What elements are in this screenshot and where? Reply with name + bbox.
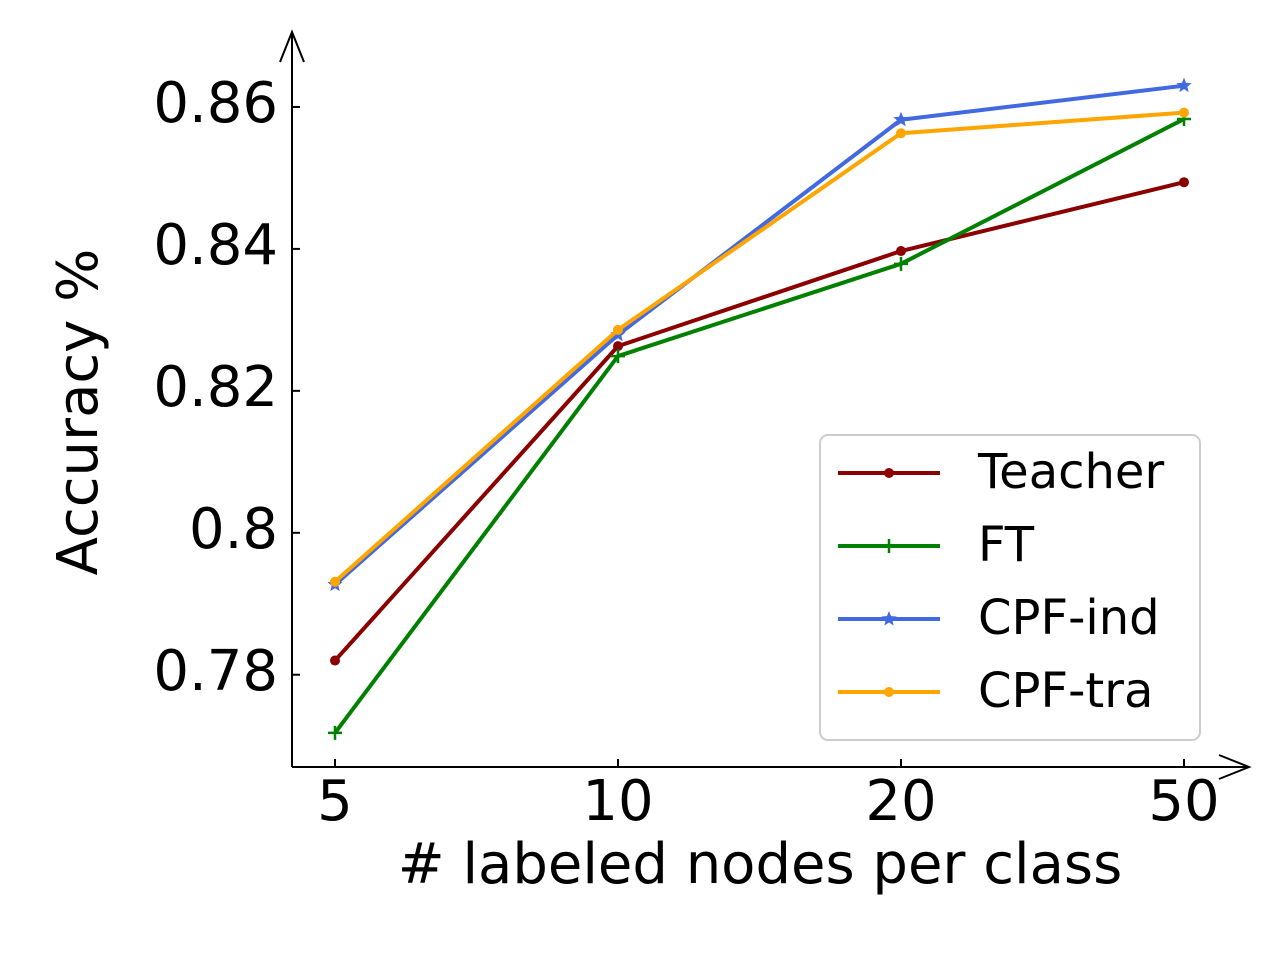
line	[333, 83, 1185, 587]
y-tick-label: 0.82	[153, 355, 278, 420]
marker	[1176, 77, 1192, 93]
marker	[1179, 107, 1189, 118]
y-axis-label: Accuracy %	[46, 249, 111, 576]
legend-box	[819, 434, 1201, 741]
y-tick-label: 0.86	[153, 71, 278, 136]
line	[333, 117, 1185, 735]
marker	[330, 576, 340, 587]
y-tick-label: 0.8	[189, 497, 278, 562]
marker	[893, 111, 909, 127]
line	[333, 180, 1185, 662]
marker	[896, 246, 906, 257]
x-axis-label: # labeled nodes per class	[398, 832, 1123, 897]
legend-label: CPF-tra	[978, 663, 1153, 719]
legend: Teacher FT CPF-ind CPF-tra	[819, 434, 1201, 741]
legend-label: Teacher	[977, 444, 1164, 500]
marker	[330, 655, 340, 666]
y-tick-label: 0.78	[153, 639, 278, 704]
marker	[881, 611, 897, 626]
marker	[884, 687, 894, 697]
y-tick-label: 0.84	[153, 213, 278, 278]
marker	[613, 324, 623, 335]
marker	[884, 468, 894, 478]
x-axis	[292, 754, 1252, 780]
x-tick-label: 50	[1148, 769, 1219, 834]
marker	[894, 256, 908, 271]
y-axis	[279, 29, 305, 767]
marker	[896, 128, 906, 139]
legend-label: FT	[978, 517, 1035, 573]
line	[333, 110, 1185, 584]
legend-label: CPF-ind	[978, 590, 1160, 646]
marker	[882, 539, 896, 553]
marker	[1179, 177, 1189, 188]
x-tick-label: 10	[582, 769, 653, 834]
x-tick-label: 5	[317, 769, 353, 834]
marker	[613, 341, 623, 352]
marker	[611, 349, 625, 364]
marker	[328, 725, 342, 740]
x-tick-label: 20	[865, 769, 936, 834]
